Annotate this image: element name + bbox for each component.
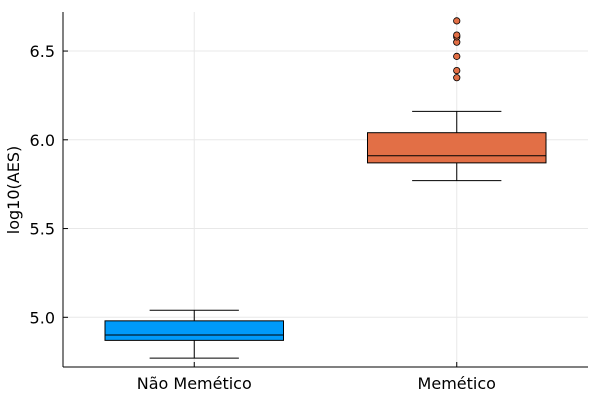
x-tick-label: Não Memético [137, 374, 252, 393]
y-tick-label: 6.0 [30, 131, 55, 150]
boxes [104, 17, 547, 359]
x-tick-label: Memético [418, 374, 496, 393]
y-axis-title: log10(AES) [4, 146, 23, 234]
grid-lines [63, 12, 588, 367]
box-1 [367, 17, 547, 182]
outlier-point [453, 66, 461, 75]
iqr-box [367, 132, 547, 164]
outlier-point [453, 74, 461, 82]
outlier-point [453, 52, 461, 60]
y-tick-label: 6.5 [30, 42, 55, 61]
iqr-box [104, 320, 284, 341]
y-tick-label: 5.5 [30, 220, 55, 239]
tick-labels: 5.0 5.5 6.0 6.5 Não Memético Memético [30, 42, 496, 393]
y-tick-label: 5.0 [30, 308, 55, 327]
outlier-point [453, 31, 461, 39]
box-0 [104, 309, 284, 359]
outlier-point [453, 17, 461, 25]
axes [62, 12, 588, 368]
